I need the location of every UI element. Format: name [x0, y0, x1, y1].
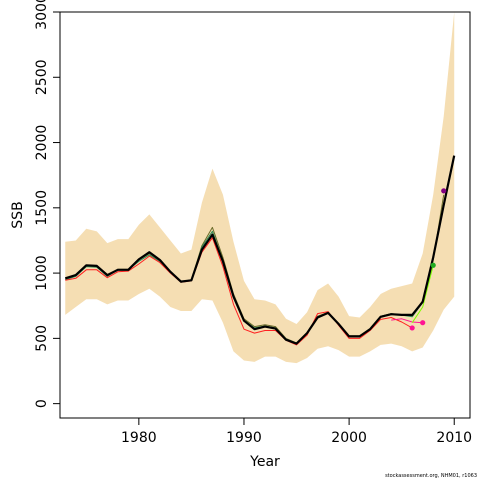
x-axis-title: Year — [249, 454, 280, 470]
y-tick-label: 3000 — [34, 0, 50, 30]
x-tick-label: 1990 — [226, 430, 262, 446]
y-tick-label: 500 — [34, 325, 50, 352]
data-point-2009 — [441, 188, 447, 194]
y-tick-label: 2500 — [34, 59, 50, 95]
y-tick-label: 1000 — [34, 255, 50, 291]
y-tick-label: 1500 — [34, 190, 50, 226]
plot-frame — [59, 11, 471, 419]
footer-credit: stockassessment.org, NHM01, r1063 — [385, 473, 477, 479]
y-tick-label: 0 — [34, 399, 50, 408]
data-point-2006 — [409, 325, 415, 331]
series-line-main — [64, 155, 456, 345]
data-point-2008 — [430, 262, 436, 268]
confidence-band-layer — [65, 12, 455, 364]
y-axis: 0 500 1000 1500 2000 2500 3000 — [34, 0, 60, 408]
series-line-pink — [391, 318, 423, 324]
data-point-2007 — [420, 320, 426, 326]
x-tick-label: 2000 — [331, 430, 367, 446]
x-tick-label: 1980 — [121, 430, 157, 446]
x-tick-label: 2010 — [436, 430, 472, 446]
confidence-band — [65, 12, 455, 364]
points-layer — [409, 188, 447, 331]
y-tick-label: 2000 — [34, 125, 50, 161]
series-line-red — [65, 237, 413, 346]
series-line-lime — [411, 265, 434, 323]
x-axis: 1980 1990 2000 2010 — [121, 417, 472, 446]
y-axis-title: SSB — [10, 201, 26, 228]
series-layer — [64, 155, 456, 346]
